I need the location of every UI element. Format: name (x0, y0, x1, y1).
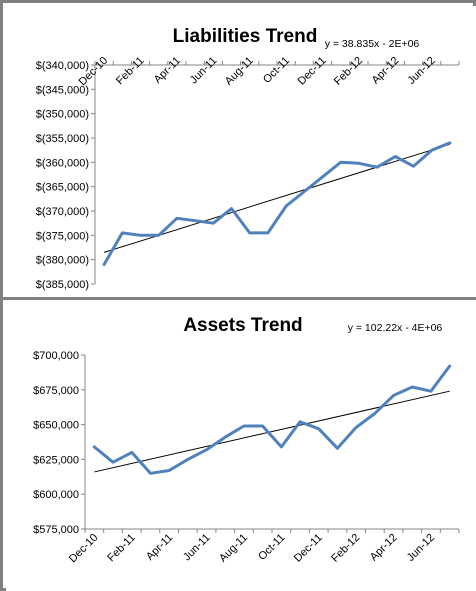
assets-series-line (92, 364, 452, 475)
liabilities-y-tick-label: $(360,000) (36, 157, 89, 169)
assets-chart-title: Assets Trend (183, 315, 302, 336)
liabilities-y-tick-label: $(385,000) (36, 279, 89, 291)
liabilities-y-tick-label: $(365,000) (36, 182, 89, 194)
liabilities-y-tick-label: $(370,000) (36, 206, 89, 218)
liabilities-chart-panel: Liabilities Trend y = 38.835x - 2E+06 $(34… (6, 6, 476, 297)
liabilities-chart: Liabilities Trend y = 38.835x - 2E+06 $(34… (36, 26, 460, 291)
liabilities-y-tick-label: $(375,000) (36, 230, 89, 242)
assets-y-tick-label: $600,000 (33, 489, 79, 501)
assets-trendline-equation: y = 102.22x - 4E+06 (348, 322, 443, 334)
assets-x-tick-label: Apr-11 (144, 532, 175, 563)
liabilities-x-tick-label: Aug-11 (223, 55, 256, 88)
liabilities-y-tick-label: $(350,000) (36, 109, 89, 121)
assets-y-tick-label: $625,000 (33, 454, 79, 466)
liabilities-x-tick-label: Feb-11 (114, 55, 147, 88)
liabilities-trendline-equation: y = 38.835x - 2E+06 (325, 38, 420, 50)
assets-x-tick-label: Apr-12 (368, 532, 400, 564)
assets-chart: Assets Trend y = 102.22x - 4E+06 $700,000 $… (33, 315, 460, 566)
liabilities-x-tick-label: Oct-11 (261, 55, 292, 86)
liabilities-x-tick-label: Feb-12 (332, 55, 365, 88)
assets-x-tick-label: Jun-12 (405, 532, 437, 564)
assets-y-tick-label: $575,000 (33, 524, 79, 536)
liabilities-y-tick-label: $(355,000) (36, 133, 89, 145)
liabilities-x-tick-label: Jun-11 (188, 55, 220, 87)
liabilities-y-tick-label: $(345,000) (36, 84, 89, 96)
assets-x-tick-label: Dec-10 (67, 532, 101, 566)
liabilities-x-tick-label: Jun-12 (406, 55, 438, 87)
assets-y-tick-label: $675,000 (33, 385, 79, 397)
assets-trendline (94, 390, 450, 473)
liabilities-x-tick-label: Apr-11 (152, 55, 183, 86)
assets-x-tick-label: Feb-12 (329, 532, 362, 565)
liabilities-x-tick-label: Apr-12 (370, 55, 402, 87)
assets-x-tick-label: Dec-11 (292, 532, 325, 565)
assets-x-tick-label: Oct-11 (256, 532, 287, 563)
liabilities-y-tick-label: $(340,000) (36, 60, 89, 72)
assets-y-tick-label: $650,000 (33, 420, 79, 432)
assets-x-tick-label: Aug-11 (217, 532, 250, 565)
assets-x-tick-label: Jun-11 (181, 532, 213, 564)
assets-y-tick-label: $700,000 (33, 350, 79, 362)
liabilities-chart-title: Liabilities Trend (173, 26, 318, 47)
liabilities-x-tick-label: Dec-11 (296, 55, 329, 88)
assets-chart-panel: Assets Trend y = 102.22x - 4E+06 $700,000 $… (6, 300, 476, 591)
liabilities-series-line (102, 141, 452, 266)
panel-divider (3, 297, 476, 300)
liabilities-y-tick-label: $(380,000) (36, 255, 89, 267)
assets-x-tick-label: Feb-11 (105, 532, 138, 565)
